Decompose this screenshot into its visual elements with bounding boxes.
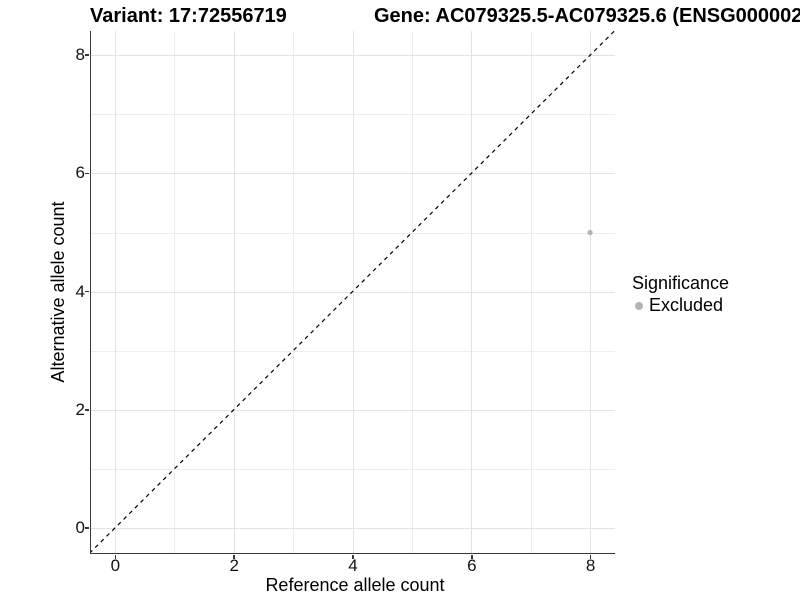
x-axis-tick-label: 0 xyxy=(110,556,121,575)
plot-title-variant: Variant: 17:72556719 xyxy=(90,5,287,27)
x-axis-title: Reference allele count xyxy=(265,575,445,595)
legend-item-label: Excluded xyxy=(649,295,724,315)
legend-item-excluded: Excluded xyxy=(632,296,729,315)
legend: Significance Excluded xyxy=(632,274,729,315)
x-axis-tick xyxy=(471,555,473,559)
x-axis-tick-label: 2 xyxy=(229,556,239,575)
y-axis-tick xyxy=(85,409,89,411)
y-gridline-major xyxy=(91,409,615,411)
legend-point-icon xyxy=(635,301,643,310)
y-gridline-major xyxy=(91,528,615,529)
y-axis-tick-label: 0 xyxy=(75,518,85,537)
y-axis-tick xyxy=(85,54,89,56)
x-axis-tick-label: 6 xyxy=(467,556,477,575)
data-points-layer xyxy=(587,229,593,236)
x-axis-tick xyxy=(352,555,354,559)
y-axis-tick xyxy=(85,172,89,175)
y-axis-tick-label: 2 xyxy=(75,399,85,419)
plot-title-gene: Gene: AC079325.5-AC079325.6 (ENSG000002 xyxy=(374,5,800,27)
y-axis-tick-label: 6 xyxy=(75,163,85,183)
y-axis-tick xyxy=(85,527,89,529)
y-axis-tick xyxy=(85,290,89,293)
plot-layer xyxy=(91,31,615,553)
x-axis-tick xyxy=(233,555,235,559)
y-axis-tick-label: 4 xyxy=(75,281,85,301)
x-axis-tick xyxy=(589,555,592,559)
y-gridline-major xyxy=(91,55,615,57)
plot-panel xyxy=(90,31,615,554)
y-gridline-major xyxy=(91,173,615,175)
x-axis-tick-label: 4 xyxy=(348,556,358,575)
identity-dashed-line xyxy=(91,31,615,553)
x-axis-tick xyxy=(114,555,117,559)
y-axis-tick-label: 8 xyxy=(75,45,85,65)
data-point-excluded xyxy=(587,229,593,236)
legend-title: Significance xyxy=(632,273,730,293)
y-gridline-major xyxy=(91,291,615,293)
x-axis-tick-label: 8 xyxy=(585,556,596,575)
